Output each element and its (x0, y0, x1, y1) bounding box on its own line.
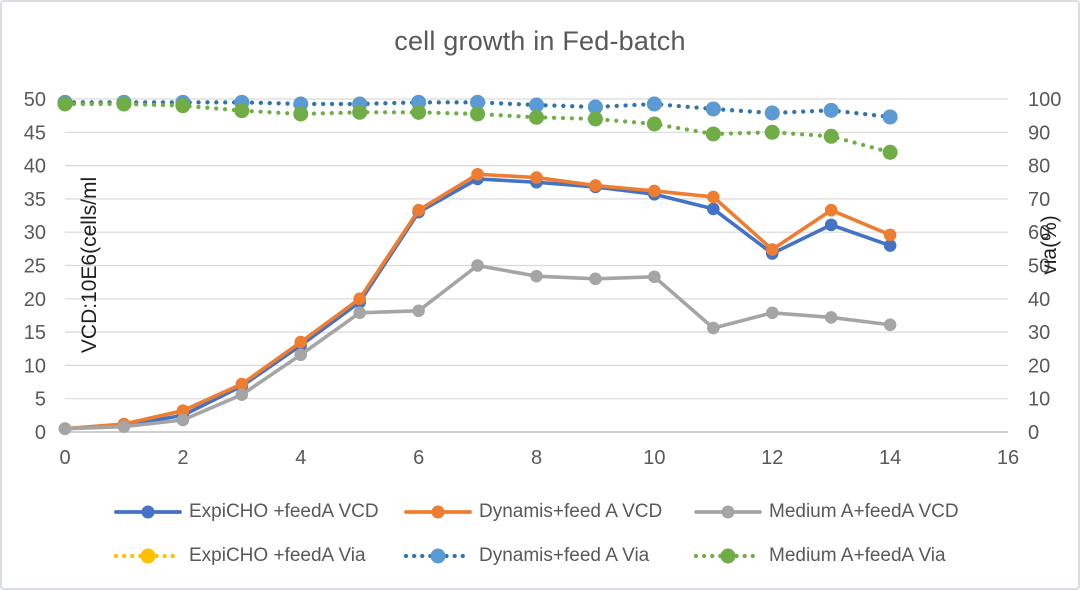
series-marker-medium-a-feeda-via (646, 116, 662, 132)
x-tick-label: 16 (997, 447, 1019, 469)
series-marker-medium-a-feeda-via (470, 106, 486, 122)
series-marker-medium-a-feeda-vcd (58, 422, 72, 435)
series-marker-dynamis-feed-a-via (764, 105, 780, 121)
x-tick-label: 14 (879, 447, 901, 469)
series-marker-expicho-feeda-vcd (824, 218, 838, 232)
series-marker-medium-a-feeda-via (234, 103, 250, 119)
y-left-tick-label: 40 (24, 156, 46, 178)
x-tick-label: 12 (761, 447, 783, 469)
series-marker-dynamis-feed-a-vcd (883, 228, 897, 242)
y-right-tick-label: 80 (1028, 156, 1050, 178)
x-tick-label: 10 (643, 447, 665, 469)
series-marker-dynamis-feed-a-vcd (412, 203, 425, 217)
series-marker-dynamis-feed-a-via (882, 109, 898, 125)
series-marker-medium-a-feeda-via (587, 111, 603, 127)
y-right-tick-label: 60 (1028, 222, 1050, 244)
x-tick-label: 4 (295, 447, 306, 469)
series-marker-dynamis-feed-a-vcd (648, 184, 661, 198)
series-marker-medium-a-feeda-vcd (412, 304, 425, 318)
series-marker-dynamis-feed-a-via (529, 97, 544, 113)
series-marker-medium-a-feeda-via (57, 96, 73, 112)
series-marker-medium-a-feeda-via (175, 98, 191, 114)
right-axis-title: via(%) (1038, 215, 1061, 275)
chart-title: cell growth in Fed-batch (394, 26, 686, 56)
series-marker-medium-a-feeda-via (411, 104, 427, 120)
y-right-tick-label: 50 (1028, 256, 1050, 278)
series-marker-dynamis-feed-a-via (587, 99, 603, 115)
series-marker-medium-a-feeda-vcd (883, 318, 897, 332)
series-marker-dynamis-feed-a-via (470, 94, 486, 110)
series-marker-dynamis-feed-a-vcd (707, 190, 720, 204)
series-marker-dynamis-feed-a-vcd (530, 171, 543, 184)
series-marker-dynamis-feed-a-vcd (824, 203, 838, 217)
series-marker-medium-a-feeda-vcd (176, 413, 190, 427)
series-marker-medium-a-feeda-vcd (707, 321, 720, 335)
y-right-tick-label: 100 (1028, 89, 1061, 111)
series-marker-medium-a-feeda-vcd (117, 420, 131, 433)
series-marker-dynamis-feed-a-vcd (176, 404, 190, 417)
series-marker-dynamis-feed-a-vcd (353, 292, 366, 306)
x-tick-label: 0 (59, 447, 70, 469)
series-marker-medium-a-feeda-vcd (648, 270, 661, 284)
series-marker-medium-a-feeda-via (823, 128, 839, 144)
y-left-tick-label: 5 (35, 389, 46, 411)
y-right-tick-label: 10 (1028, 389, 1050, 411)
series-marker-medium-a-feeda-via (764, 124, 780, 140)
y-right-tick-label: 20 (1028, 355, 1050, 377)
series-line-dynamis-feed-a-vcd (63, 172, 892, 431)
y-right-tick-label: 0 (1028, 422, 1039, 444)
series-marker-medium-a-feeda-vcd (530, 269, 543, 283)
series-marker-expicho-feeda-vcd (883, 239, 897, 252)
x-tick-label: 2 (177, 447, 188, 469)
series-marker-dynamis-feed-a-vcd (765, 243, 779, 256)
y-left-tick-label: 35 (24, 189, 46, 211)
series-marker-dynamis-feed-a-via (646, 96, 662, 112)
y-left-tick-label: 0 (35, 422, 46, 444)
series-marker-medium-a-feeda-via (529, 109, 544, 125)
y-right-tick-label: 30 (1028, 322, 1050, 344)
series-marker-medium-a-feeda-vcd (471, 259, 484, 272)
left-axis-title: VCD:10E6(cells/ml (78, 176, 101, 354)
series-marker-medium-a-feeda-vcd (353, 306, 366, 320)
y-right-tick-label: 40 (1028, 289, 1050, 311)
series-marker-dynamis-feed-a-via (705, 101, 721, 117)
series-marker-medium-a-feeda-vcd (589, 272, 602, 286)
series-marker-medium-a-feeda-via (352, 104, 368, 120)
series-marker-medium-a-feeda-vcd (824, 311, 838, 324)
y-left-tick-label: 20 (24, 289, 46, 311)
series-marker-medium-a-feeda-via (116, 96, 132, 112)
x-tick-label: 6 (413, 447, 424, 469)
series-marker-medium-a-feeda-via (293, 106, 309, 122)
y-right-tick-label: 90 (1028, 122, 1050, 144)
series-marker-medium-a-feeda-vcd (235, 388, 249, 402)
y-left-tick-label: 10 (24, 355, 46, 377)
y-right-tick-label: 70 (1028, 189, 1050, 211)
series-marker-expicho-feeda-vcd (707, 202, 720, 216)
series-marker-dynamis-feed-a-vcd (294, 335, 308, 349)
y-left-tick-label: 30 (24, 222, 46, 244)
series-line-medium-a-feeda-vcd (63, 263, 892, 431)
series-marker-dynamis-feed-a-vcd (471, 167, 484, 181)
series-marker-medium-a-feeda-vcd (294, 348, 308, 362)
y-left-tick-label: 15 (24, 322, 46, 344)
series-marker-medium-a-feeda-vcd (765, 306, 779, 320)
series-marker-medium-a-feeda-via (882, 144, 898, 160)
y-left-tick-label: 45 (24, 122, 46, 144)
y-left-tick-label: 50 (24, 89, 46, 111)
x-tick-label: 8 (531, 447, 542, 469)
series-marker-medium-a-feeda-via (705, 126, 721, 142)
series-marker-dynamis-feed-a-vcd (589, 179, 602, 192)
series-marker-dynamis-feed-a-vcd (235, 377, 249, 391)
series-marker-dynamis-feed-a-via (823, 102, 839, 118)
y-left-tick-label: 25 (24, 256, 46, 278)
series-line-expicho-feeda-vcd (63, 177, 892, 431)
